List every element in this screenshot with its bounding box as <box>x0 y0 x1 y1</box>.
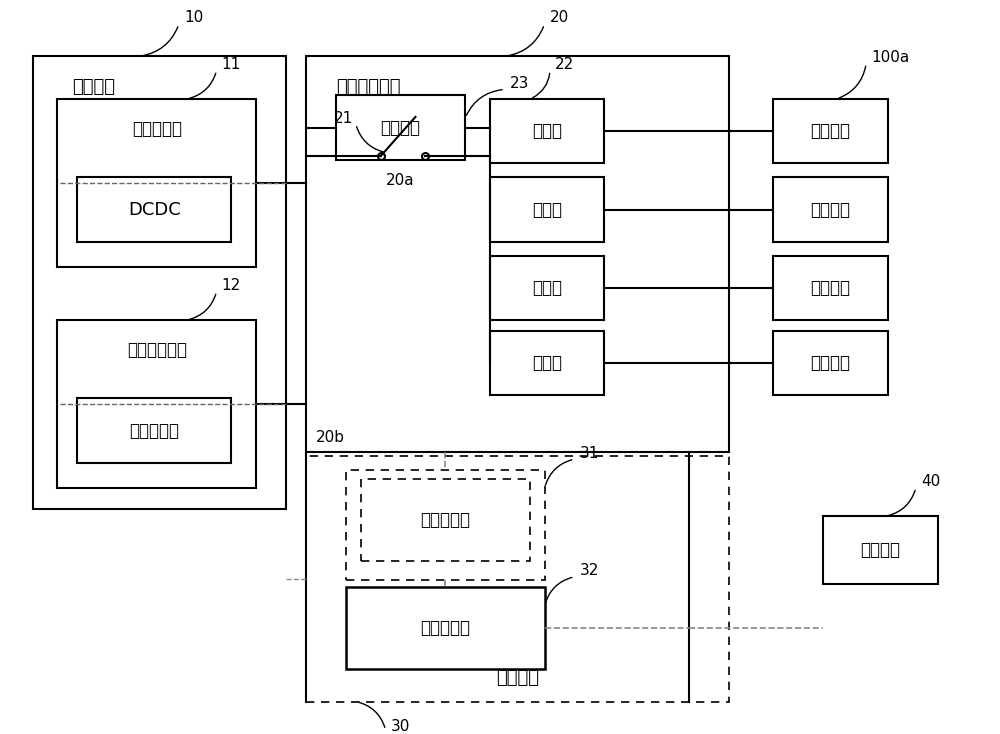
Text: 21: 21 <box>334 111 353 126</box>
Bar <box>57 320 256 487</box>
Bar <box>490 331 604 395</box>
Text: DCDC: DCDC <box>128 200 181 219</box>
Text: 12: 12 <box>222 278 241 293</box>
Text: 40: 40 <box>921 474 940 489</box>
Text: 20b: 20b <box>316 430 345 445</box>
Text: 加装设备: 加装设备 <box>811 122 851 140</box>
Text: 10: 10 <box>184 10 203 25</box>
Text: 主供电电源: 主供电电源 <box>132 120 182 139</box>
Bar <box>57 99 256 266</box>
Text: 安全通断模块: 安全通断模块 <box>336 78 400 95</box>
Text: 保险丝: 保险丝 <box>532 354 562 372</box>
Bar <box>773 178 888 241</box>
Text: 23: 23 <box>510 76 529 91</box>
Bar <box>490 99 604 163</box>
Bar <box>773 256 888 320</box>
Bar <box>361 479 530 561</box>
Bar <box>77 399 231 462</box>
Bar <box>490 256 604 320</box>
Bar <box>823 516 938 584</box>
Text: 31: 31 <box>580 446 599 461</box>
Text: 保险丝: 保险丝 <box>532 122 562 140</box>
Bar <box>773 99 888 163</box>
Text: 加装设备: 加装设备 <box>811 354 851 372</box>
Bar <box>490 178 604 241</box>
Text: 加装设备: 加装设备 <box>811 279 851 297</box>
Text: 20: 20 <box>549 10 569 25</box>
Text: 备用供电电源: 备用供电电源 <box>127 341 187 360</box>
Bar <box>77 178 231 241</box>
Bar <box>336 95 465 159</box>
Text: 30: 30 <box>391 719 410 734</box>
Text: 22: 22 <box>555 57 574 72</box>
Text: 加装设备: 加装设备 <box>811 200 851 219</box>
Bar <box>33 57 286 509</box>
Text: 第二控制器: 第二控制器 <box>420 619 470 637</box>
Text: 保险丝: 保险丝 <box>532 200 562 219</box>
Text: 检测单元: 检测单元 <box>381 119 421 137</box>
Text: 切换开关: 切换开关 <box>860 541 900 559</box>
Bar <box>346 470 545 581</box>
Text: 第一控制器: 第一控制器 <box>420 511 470 529</box>
Bar <box>306 57 729 452</box>
Text: 11: 11 <box>222 57 241 72</box>
Text: 控制模块: 控制模块 <box>496 669 539 687</box>
Text: 供电模块: 供电模块 <box>72 78 115 95</box>
Bar <box>306 456 729 702</box>
Bar <box>773 331 888 395</box>
Text: 保险丝: 保险丝 <box>532 279 562 297</box>
Text: 20a: 20a <box>386 172 414 188</box>
Text: 100a: 100a <box>871 50 909 65</box>
Text: 备用发电机: 备用发电机 <box>129 421 179 440</box>
Bar <box>346 587 545 669</box>
Text: 32: 32 <box>580 563 599 578</box>
